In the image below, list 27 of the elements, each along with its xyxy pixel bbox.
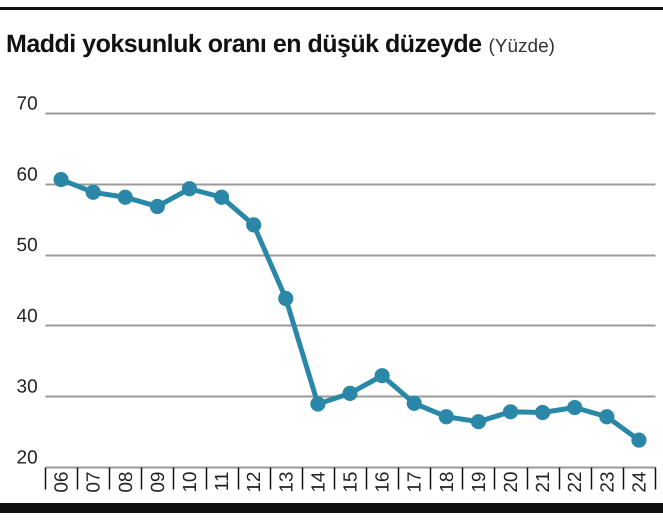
x-tick-label: 12	[244, 472, 266, 493]
x-tick-label: 16	[372, 472, 394, 493]
y-tick-label: 20	[16, 448, 38, 468]
x-tick-label: 14	[308, 471, 330, 493]
x-tick-label: 19	[468, 472, 490, 493]
x-tick-label: 22	[565, 472, 586, 493]
x-tick-label: 09	[148, 472, 169, 493]
y-tick-label: 30	[16, 376, 38, 398]
chart-title: Maddi yoksunluk oranı en düşük düzeyde	[6, 30, 482, 58]
chart-subtitle: (Yüzde)	[488, 36, 556, 57]
x-tick-label: 21	[533, 472, 554, 493]
x-tick-label: 20	[501, 472, 522, 493]
y-tick-label: 70	[16, 94, 38, 114]
x-tick-label: 11	[212, 472, 234, 492]
x-tick-label: 24	[629, 471, 650, 493]
y-tick-label: 60	[16, 164, 38, 186]
x-tick-label: 23	[597, 472, 618, 493]
x-tick-label: 17	[404, 472, 426, 493]
x-tick-label: 08	[116, 472, 137, 493]
x-tick-label: 10	[180, 472, 201, 493]
x-tick-label: 13	[276, 472, 298, 493]
x-tick-label: 07	[84, 472, 105, 493]
y-tick-label: 40	[16, 306, 38, 327]
x-tick-label: 15	[340, 472, 362, 493]
x-tick-label: 18	[436, 472, 458, 493]
x-tick-label: 06	[52, 472, 73, 493]
y-tick-label: 50	[16, 235, 38, 256]
